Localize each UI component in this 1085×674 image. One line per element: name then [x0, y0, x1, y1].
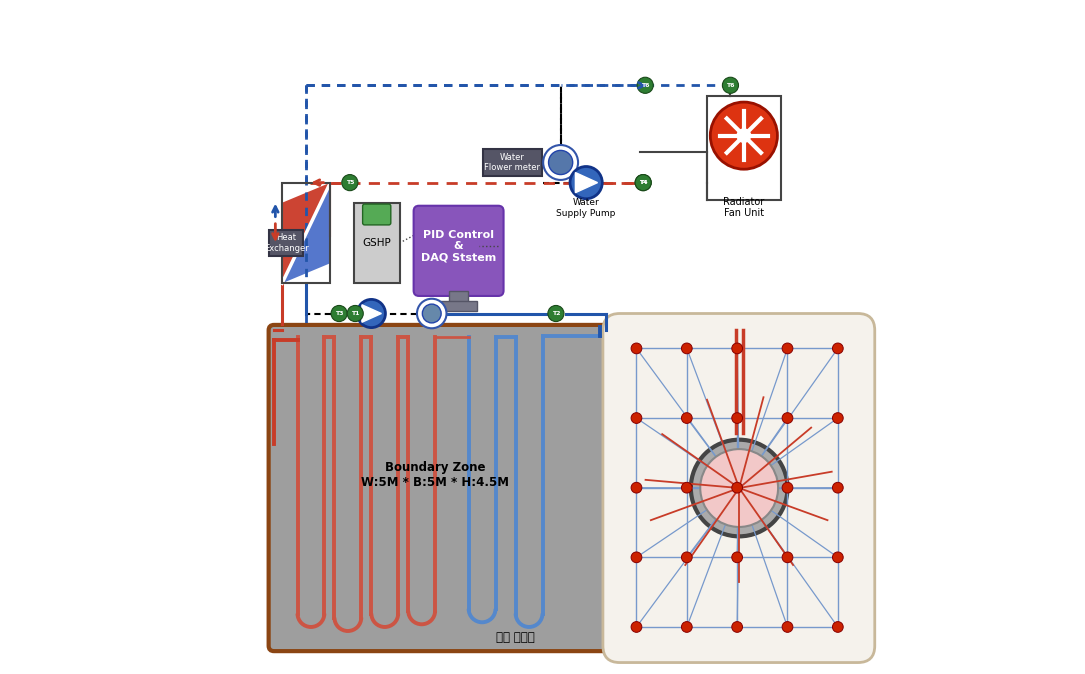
Bar: [483, 149, 541, 176]
Text: Radiator
Fan Unit: Radiator Fan Unit: [724, 197, 765, 218]
Circle shape: [700, 449, 778, 527]
Text: T1: T1: [350, 311, 359, 316]
FancyBboxPatch shape: [603, 313, 875, 663]
Circle shape: [731, 483, 742, 493]
Circle shape: [681, 483, 692, 493]
Circle shape: [342, 175, 358, 191]
Circle shape: [635, 175, 651, 191]
Circle shape: [681, 412, 692, 423]
Circle shape: [681, 552, 692, 563]
Text: Water
Supply Pump: Water Supply Pump: [557, 198, 616, 218]
Bar: [282, 183, 331, 283]
Polygon shape: [282, 183, 331, 283]
Circle shape: [782, 483, 793, 493]
Polygon shape: [575, 173, 598, 193]
FancyBboxPatch shape: [269, 325, 612, 651]
FancyBboxPatch shape: [362, 204, 391, 225]
Text: T4: T4: [639, 180, 648, 185]
Circle shape: [631, 621, 642, 632]
Circle shape: [681, 343, 692, 354]
Bar: [439, 301, 477, 311]
Circle shape: [347, 305, 363, 321]
Text: T6: T6: [726, 83, 735, 88]
Circle shape: [548, 305, 564, 321]
Circle shape: [731, 552, 742, 563]
Circle shape: [631, 343, 642, 354]
Circle shape: [637, 78, 653, 93]
Bar: [354, 203, 399, 283]
Circle shape: [691, 439, 788, 537]
Text: T2: T2: [551, 311, 560, 316]
Text: T6: T6: [641, 83, 650, 88]
Circle shape: [711, 102, 778, 169]
Circle shape: [544, 145, 578, 180]
Text: Water
Flower meter: Water Flower meter: [484, 153, 540, 172]
Polygon shape: [362, 305, 382, 322]
Text: GSHP: GSHP: [362, 238, 391, 248]
Text: PID Control
&
DAQ Ststem: PID Control & DAQ Ststem: [421, 230, 496, 263]
Circle shape: [731, 343, 742, 354]
Circle shape: [782, 621, 793, 632]
Text: T4: T4: [639, 180, 648, 185]
Circle shape: [635, 175, 651, 191]
Circle shape: [417, 299, 447, 328]
Circle shape: [832, 483, 843, 493]
Text: T3: T3: [335, 311, 343, 316]
FancyBboxPatch shape: [413, 206, 503, 296]
Bar: [707, 96, 781, 200]
Text: 시공 단면도: 시공 단면도: [496, 632, 535, 644]
Circle shape: [832, 412, 843, 423]
Circle shape: [549, 150, 573, 175]
Circle shape: [731, 412, 742, 423]
Circle shape: [631, 483, 642, 493]
Text: Boundary Zone
W:5M * B:5M * H:4.5M: Boundary Zone W:5M * B:5M * H:4.5M: [361, 460, 509, 489]
Circle shape: [631, 412, 642, 423]
Text: Heat
Exchanger: Heat Exchanger: [264, 233, 308, 253]
Circle shape: [631, 552, 642, 563]
Circle shape: [782, 412, 793, 423]
Circle shape: [681, 621, 692, 632]
Polygon shape: [282, 183, 331, 283]
Bar: [269, 230, 303, 256]
Circle shape: [731, 621, 742, 632]
Circle shape: [832, 552, 843, 563]
Circle shape: [782, 343, 793, 354]
Circle shape: [737, 129, 751, 142]
Circle shape: [832, 621, 843, 632]
Bar: [449, 290, 468, 303]
Circle shape: [570, 166, 602, 199]
Circle shape: [422, 304, 442, 323]
Text: T5: T5: [346, 180, 354, 185]
Circle shape: [782, 552, 793, 563]
Circle shape: [331, 305, 347, 321]
Circle shape: [723, 78, 739, 93]
Circle shape: [832, 343, 843, 354]
Circle shape: [357, 299, 385, 328]
